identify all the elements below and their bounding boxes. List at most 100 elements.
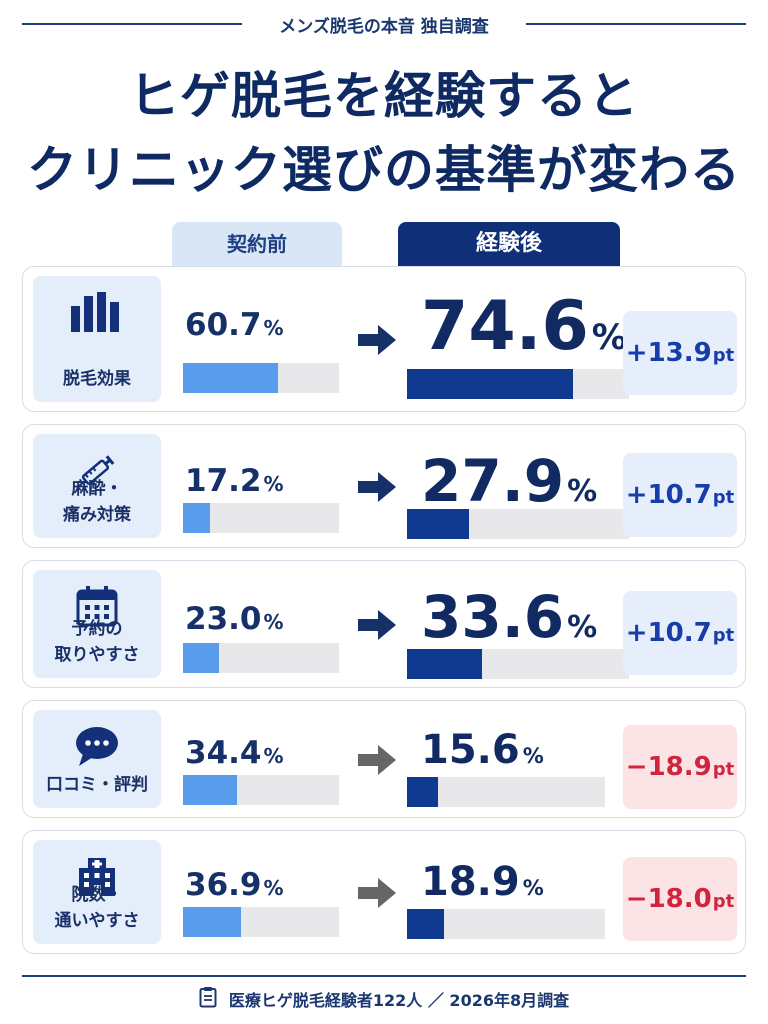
diff-badge: +10.7pt (623, 453, 737, 537)
eyebrow-rule-left (22, 23, 242, 25)
comparison-row: 麻酔・ 痛み対策 17.2% 27.9% +10.7pt (22, 424, 746, 548)
category-tile: 麻酔・ 痛み対策 (33, 434, 161, 538)
before-value-unit: % (263, 876, 284, 900)
title-line-1: ヒゲ脱毛を経験すると (129, 67, 639, 125)
category-label-line: 取りやすさ (54, 645, 140, 665)
before-value-number: 23.0 (185, 601, 262, 637)
before-bar-track (183, 503, 339, 533)
after-value-unit: % (522, 876, 544, 900)
before-bar (183, 907, 241, 937)
comparison-row: 脱毛効果 60.7% 74.6% +13.9pt (22, 266, 746, 412)
after-value-unit: % (567, 474, 598, 509)
diff-badge: −18.0pt (623, 857, 737, 941)
after-value-number: 15.6 (421, 727, 520, 773)
after-value-unit: % (591, 318, 627, 358)
after-bar (407, 369, 573, 399)
diff-badge: −18.9pt (623, 725, 737, 809)
right-arrow-icon (356, 323, 398, 357)
after-value-number: 74.6 (421, 287, 589, 366)
category-label-line: 予約の (71, 619, 123, 639)
building-icon (33, 854, 161, 904)
category-tile: 脱毛効果 (33, 276, 161, 402)
footer-text: 医療ヒゲ脱毛経験者122人 ／ 2026年8月調査 (228, 991, 570, 1010)
after-bar-track (407, 369, 629, 399)
before-bar (183, 643, 219, 673)
calendar-icon (33, 584, 161, 634)
after-bar (407, 649, 482, 679)
after-bar (407, 509, 469, 539)
right-arrow-icon (356, 608, 398, 642)
diff-value: +10.7 (625, 480, 712, 510)
before-bar (183, 775, 237, 805)
diff-unit: pt (712, 345, 735, 366)
after-value-number: 33.6 (421, 583, 565, 651)
comparison-row: 口コミ・評判 34.4% 15.6% −18.9pt (22, 700, 746, 818)
title-line-2: クリニック選びの基準が変わる (27, 141, 741, 199)
comparison-row: 院数・ 通いやすさ 36.9% 18.9% −18.0pt (22, 830, 746, 954)
eyebrow-text: メンズ脱毛の本音 独自調査 (279, 17, 489, 37)
diff-unit: pt (712, 625, 735, 646)
footer: 医療ヒゲ脱毛経験者122人 ／ 2026年8月調査 (0, 987, 768, 1011)
after-value: 27.9% (421, 447, 597, 515)
after-bar (407, 909, 445, 939)
after-value-unit: % (522, 744, 544, 768)
before-value: 60.7% (185, 307, 284, 343)
diff-unit: pt (712, 891, 735, 912)
diff-value: −18.9 (625, 752, 712, 782)
before-bar-track (183, 363, 339, 393)
diff-value: −18.0 (625, 884, 712, 914)
after-value: 18.9% (421, 859, 544, 905)
category-label-line: 痛み対策 (63, 505, 131, 525)
eyebrow: メンズ脱毛の本音 独自調査 (0, 10, 768, 37)
after-bar-track (407, 649, 629, 679)
syringe-icon (33, 448, 161, 498)
footer-rule (22, 975, 746, 977)
after-value: 15.6% (421, 727, 544, 773)
after-bar-track (407, 777, 605, 807)
after-value: 74.6% (421, 287, 627, 366)
before-bar (183, 503, 210, 533)
before-value: 34.4% (185, 735, 284, 771)
before-value-number: 17.2 (185, 463, 262, 499)
diff-unit: pt (712, 759, 735, 780)
after-bar-track (407, 909, 605, 939)
after-value-unit: % (567, 610, 598, 645)
before-value-number: 34.4 (185, 735, 262, 771)
eyebrow-rule-right (526, 23, 746, 25)
right-arrow-icon (356, 876, 398, 910)
diff-value: +13.9 (625, 338, 712, 368)
before-value-unit: % (263, 472, 284, 496)
after-value-number: 18.9 (421, 859, 520, 905)
diff-badge: +13.9pt (623, 311, 737, 395)
comparison-row: 予約の 取りやすさ 23.0% 33.6% +10.7pt (22, 560, 746, 688)
before-value: 36.9% (185, 867, 284, 903)
before-value: 23.0% (185, 601, 284, 637)
right-arrow-icon (356, 470, 398, 504)
after-bar-track (407, 509, 629, 539)
category-label-line: 通いやすさ (54, 911, 140, 931)
category-tile: 院数・ 通いやすさ (33, 840, 161, 944)
clipboard-icon (199, 986, 217, 1012)
before-bar (183, 363, 278, 393)
category-label: 予約の 取りやすさ (33, 616, 161, 668)
right-arrow-icon (356, 743, 398, 777)
category-label-line: 院数・ (71, 885, 123, 905)
after-bar (407, 777, 438, 807)
category-label-line: 麻酔・ (71, 479, 123, 499)
category-label-line: 脱毛効果 (63, 369, 131, 389)
category-tile: 口コミ・評判 (33, 710, 161, 808)
bar-chart-icon (33, 290, 161, 340)
after-value: 33.6% (421, 583, 597, 651)
before-value-unit: % (263, 316, 284, 340)
before-bar-track (183, 643, 339, 673)
category-tile: 予約の 取りやすさ (33, 570, 161, 678)
column-header-after: 経験後 (398, 222, 620, 266)
before-bar-track (183, 775, 339, 805)
chat-bubble-icon (33, 724, 161, 774)
diff-badge: +10.7pt (623, 591, 737, 675)
diff-value: +10.7 (625, 618, 712, 648)
category-label: 脱毛効果 (33, 366, 161, 392)
category-label-line: 口コミ・評判 (46, 775, 148, 795)
before-value-number: 36.9 (185, 867, 262, 903)
category-label: 口コミ・評判 (33, 772, 161, 798)
